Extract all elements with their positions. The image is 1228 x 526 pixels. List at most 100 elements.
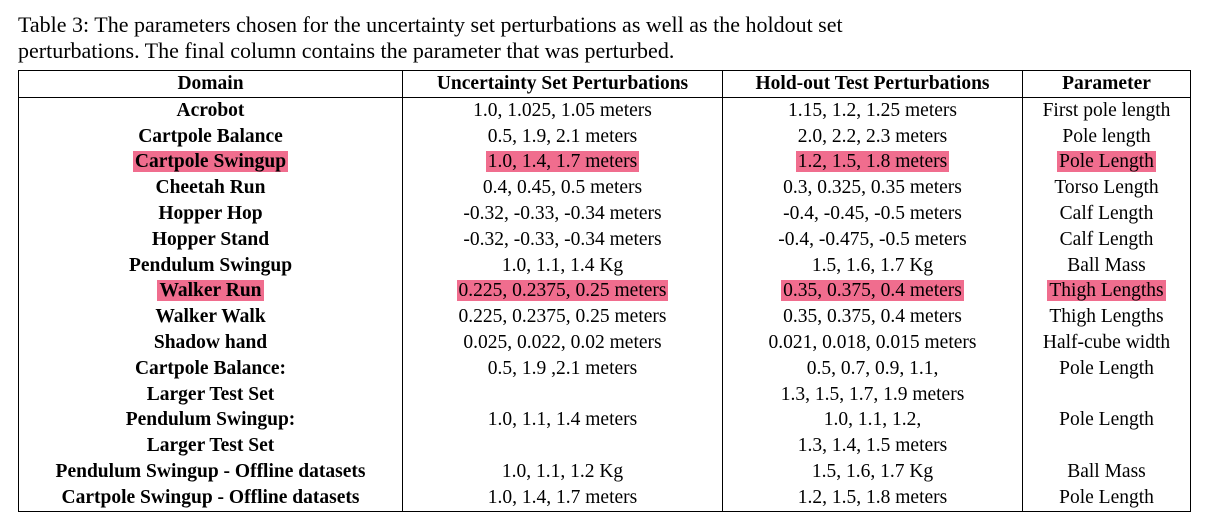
header-uncertainty: Uncertainty Set Perturbations — [402, 70, 723, 98]
cell-uncertainty: 0.225, 0.2375, 0.25 meters — [402, 304, 723, 330]
cell-domain-text: Cheetah Run — [155, 177, 266, 199]
table-row: Shadow hand 0.025, 0.022, 0.02 meters 0.02… — [18, 329, 1191, 356]
cell-holdout-text: 1.5, 1.6, 1.7 Kg — [811, 460, 934, 482]
cell-uncertainty: 0.4, 0.45, 0.5 meters — [402, 175, 723, 201]
cell-parameter-text: Pole Length — [1059, 357, 1154, 379]
cell-domain-text: Pendulum Swingup — [128, 254, 293, 276]
cell-domain: Cartpole Swingup - Offline datasets — [18, 484, 403, 512]
cell-uncertainty: 1.0, 1.4, 1.7 meters — [402, 149, 723, 176]
cell-uncertainty-text: 1.0, 1.1, 1.4 Kg — [501, 254, 624, 276]
cell-holdout: 1.15, 1.2, 1.25 meters — [722, 97, 1023, 124]
cell-parameter-text: Pole Length — [1059, 409, 1154, 431]
cell-uncertainty-text: 1.0, 1.1, 1.2 Kg — [501, 460, 624, 482]
cell-uncertainty: 0.225, 0.2375, 0.25 meters — [402, 278, 723, 305]
cell-holdout-text: 1.15, 1.2, 1.25 meters — [788, 99, 957, 121]
cell-holdout-text: 1.0, 1.1, 1.2, — [823, 409, 922, 431]
cell-parameter-text: Calf Length — [1059, 228, 1154, 250]
cell-parameter: Pole Length — [1022, 407, 1191, 459]
table-row: Walker Run 0.225, 0.2375, 0.25 meters 0.35… — [18, 278, 1191, 305]
table-row: Cartpole Balance 0.5, 1.9, 2.1 meters 2.0,… — [18, 123, 1191, 150]
cell-holdout: 1.2, 1.5, 1.8 meters — [722, 149, 1023, 176]
cell-uncertainty-text: 0.225, 0.2375, 0.25 meters — [458, 306, 667, 328]
caption-line-1: Table 3: The parameters chosen for the u… — [18, 12, 843, 37]
cell-domain-text: Hopper Stand — [151, 228, 270, 250]
cell-domain-text: Shadow hand — [153, 331, 268, 353]
cell-domain: Hopper Hop — [18, 200, 403, 227]
table-row: Walker Walk 0.225, 0.2375, 0.25 meters 0.3… — [18, 304, 1191, 330]
cell-uncertainty-text: 1.0, 1.4, 1.7 meters — [485, 151, 640, 173]
cell-holdout-text: 0.35, 0.375, 0.4 meters — [781, 280, 964, 302]
cell-holdout-text: 1.2, 1.5, 1.8 meters — [797, 486, 948, 508]
table-row: Cheetah Run 0.4, 0.45, 0.5 meters 0.3, 0.3… — [18, 175, 1191, 201]
cell-holdout: 0.021, 0.018, 0.015 meters — [722, 329, 1023, 356]
cell-domain-text: Larger Test Set — [146, 383, 275, 405]
cell-holdout-text: 0.35, 0.375, 0.4 meters — [783, 306, 962, 328]
cell-domain: Walker Run — [18, 278, 403, 305]
cell-parameter-text: Ball Mass — [1067, 460, 1146, 482]
cell-domain: Cartpole Balance — [18, 123, 403, 150]
cell-parameter-text: Pole length — [1062, 125, 1151, 147]
cell-domain-text: Cartpole Swingup - Offline datasets — [61, 486, 360, 508]
cell-parameter: Ball Mass — [1022, 458, 1191, 485]
cell-domain-text: Larger Test Set — [146, 435, 275, 457]
cell-holdout: 1.5, 1.6, 1.7 Kg — [722, 252, 1023, 279]
header-holdout: Hold-out Test Perturbations — [722, 70, 1023, 98]
cell-domain: Cheetah Run — [18, 175, 403, 201]
cell-parameter-text: Pole Length — [1059, 486, 1154, 508]
cell-parameter-text: Thigh Lengths — [1049, 306, 1164, 328]
cell-holdout: -0.4, -0.475, -0.5 meters — [722, 226, 1023, 253]
cell-uncertainty: 1.0, 1.025, 1.05 meters — [402, 97, 723, 124]
header-parameter: Parameter — [1022, 70, 1191, 98]
cell-holdout: 1.2, 1.5, 1.8 meters — [722, 484, 1023, 512]
header-domain: Domain — [18, 70, 403, 98]
cell-holdout-text: 0.3, 0.325, 0.35 meters — [783, 177, 962, 199]
cell-parameter-text: Pole Length — [1057, 151, 1156, 173]
cell-parameter: Half-cube width — [1022, 329, 1191, 356]
table-row: Acrobot 1.0, 1.025, 1.05 meters 1.15, 1.2,… — [18, 97, 1191, 124]
cell-holdout: 0.35, 0.375, 0.4 meters — [722, 304, 1023, 330]
cell-domain: Pendulum Swingup - Offline datasets — [18, 458, 403, 485]
cell-parameter-text: Ball Mass — [1067, 254, 1146, 276]
cell-parameter-text: Torso Length — [1054, 177, 1159, 199]
cell-parameter: Calf Length — [1022, 226, 1191, 253]
cell-domain-text: Cartpole Balance — [138, 125, 283, 147]
cell-holdout: 2.0, 2.2, 2.3 meters — [722, 123, 1023, 150]
cell-uncertainty-text: 0.225, 0.2375, 0.25 meters — [456, 280, 669, 302]
cell-uncertainty: 1.0, 1.1, 1.2 Kg — [402, 458, 723, 485]
cell-parameter-text: First pole length — [1042, 99, 1171, 121]
cell-holdout-text: 0.021, 0.018, 0.015 meters — [768, 331, 977, 353]
cell-domain: Pendulum Swingup — [18, 252, 403, 279]
cell-domain-text: Hopper Hop — [158, 202, 263, 224]
cell-uncertainty-text: -0.32, -0.33, -0.34 meters — [463, 202, 662, 224]
cell-domain: Acrobot — [18, 97, 403, 124]
cell-uncertainty-text: -0.32, -0.33, -0.34 meters — [463, 228, 662, 250]
cell-domain-text: Acrobot — [176, 99, 245, 121]
cell-domain-text: Pendulum Swingup - Offline datasets — [55, 460, 366, 482]
cell-domain-text: Pendulum Swingup: — [125, 409, 296, 431]
cell-uncertainty-text: 0.025, 0.022, 0.02 meters — [463, 331, 662, 353]
cell-holdout: 1.5, 1.6, 1.7 Kg — [722, 458, 1023, 485]
cell-holdout-text: 0.5, 0.7, 0.9, 1.1, — [806, 357, 939, 379]
table-row: Pendulum Swingup: Larger Test Set 1.0, 1.1… — [18, 407, 1191, 459]
cell-uncertainty-text: 1.0, 1.1, 1.4 meters — [487, 409, 638, 431]
table-row: Hopper Stand -0.32, -0.33, -0.34 meters -0… — [18, 226, 1191, 253]
cell-uncertainty: 1.0, 1.1, 1.4 meters — [402, 407, 723, 459]
cell-parameter-text: Half-cube width — [1042, 331, 1171, 353]
cell-parameter: Calf Length — [1022, 200, 1191, 227]
cell-holdout: 0.35, 0.375, 0.4 meters — [722, 278, 1023, 305]
cell-uncertainty: -0.32, -0.33, -0.34 meters — [402, 200, 723, 227]
cell-holdout: 0.3, 0.325, 0.35 meters — [722, 175, 1023, 201]
cell-domain: Cartpole Swingup — [18, 149, 403, 176]
cell-parameter: First pole length — [1022, 97, 1191, 124]
cell-parameter: Thigh Lengths — [1022, 304, 1191, 330]
table-header-row: Domain Uncertainty Set Perturbations Hol… — [18, 70, 1191, 98]
cell-parameter: Pole Length — [1022, 355, 1191, 408]
cell-holdout-text: 1.2, 1.5, 1.8 meters — [795, 151, 950, 173]
cell-domain-text: Walker Run — [157, 280, 264, 302]
cell-holdout-text: -0.4, -0.45, -0.5 meters — [783, 202, 962, 224]
cell-uncertainty: -0.32, -0.33, -0.34 meters — [402, 226, 723, 253]
cell-domain: Cartpole Balance: Larger Test Set — [18, 355, 403, 408]
cell-holdout-text: 2.0, 2.2, 2.3 meters — [797, 125, 948, 147]
table-row: Pendulum Swingup 1.0, 1.1, 1.4 Kg 1.5, 1.6… — [18, 252, 1191, 279]
